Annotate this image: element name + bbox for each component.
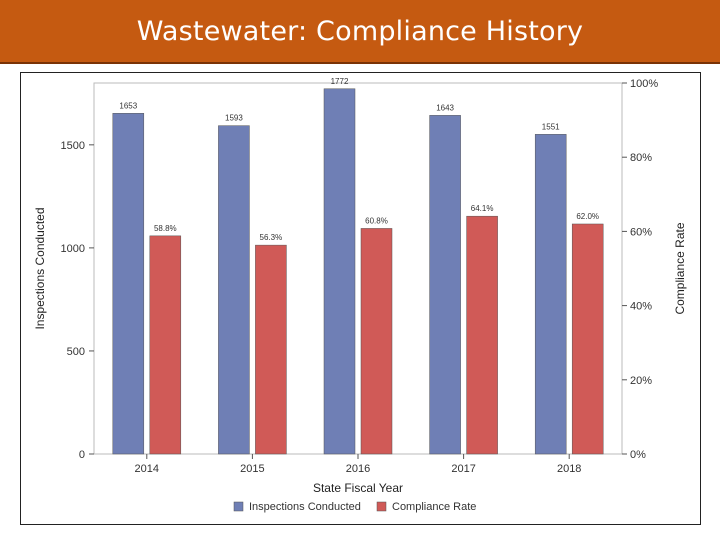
compliance-chart: 0 500 1000 1500 0% 20% 40% 60% 80% 100% 2014 1653 58… (33, 77, 687, 513)
data-label: 62.0% (576, 212, 599, 221)
page-title: Wastewater: Compliance History (136, 15, 584, 47)
x-tick-label: 2017 (451, 463, 475, 475)
data-label: 60.8% (365, 216, 388, 225)
data-label: 64.1% (471, 204, 494, 213)
data-label: 58.8% (154, 224, 177, 233)
plot-area (93, 82, 623, 455)
y2-tick-label: 20% (630, 375, 652, 387)
bar-compliance (255, 244, 287, 455)
bar-compliance (571, 223, 604, 455)
data-label: 56.3% (260, 233, 283, 242)
y2-tick-label: 100% (630, 78, 658, 90)
y2-axis-title: Compliance Rate (673, 222, 687, 314)
data-label: 1643 (436, 103, 454, 112)
bar-compliance (149, 235, 182, 455)
y-tick-label: 500 (67, 346, 85, 358)
x-tick-label: 2014 (135, 463, 159, 475)
legend-label-inspections: Inspections Conducted (249, 501, 361, 513)
y-tick-label: 1000 (61, 243, 85, 255)
data-label: 1772 (331, 77, 349, 86)
data-label: 1653 (119, 101, 137, 110)
x-tick-label: 2018 (557, 463, 581, 475)
title-bar: Wastewater: Compliance History (0, 0, 720, 64)
bar-compliance (466, 215, 498, 455)
x-tick-label: 2015 (240, 463, 264, 475)
y-tick-label: 0 (79, 449, 85, 461)
y2-tick-label: 40% (630, 301, 652, 313)
bar-compliance (360, 228, 393, 455)
y2-tick-label: 60% (630, 226, 652, 238)
bar-inspections (112, 113, 145, 455)
x-axis-title: State Fiscal Year (313, 481, 403, 495)
bar-inspections (323, 88, 356, 455)
y2-tick-label: 80% (630, 152, 652, 164)
legend-label-compliance: Compliance Rate (392, 501, 476, 513)
data-label: 1551 (542, 122, 560, 131)
data-label: 1593 (225, 114, 243, 123)
x-tick-label: 2016 (346, 463, 370, 475)
y-tick-label: 1500 (61, 140, 85, 152)
bar-inspections (429, 115, 461, 455)
y2-tick-label: 0% (630, 449, 646, 461)
bar-inspections (218, 125, 250, 455)
legend-swatch-inspections (233, 501, 244, 512)
legend-swatch-compliance (376, 501, 387, 512)
chart-frame: 0 500 1000 1500 0% 20% 40% 60% 80% 100% 2014 1653 58… (20, 72, 701, 525)
bar-inspections (534, 134, 567, 455)
y-axis-title: Inspections Conducted (33, 207, 47, 329)
